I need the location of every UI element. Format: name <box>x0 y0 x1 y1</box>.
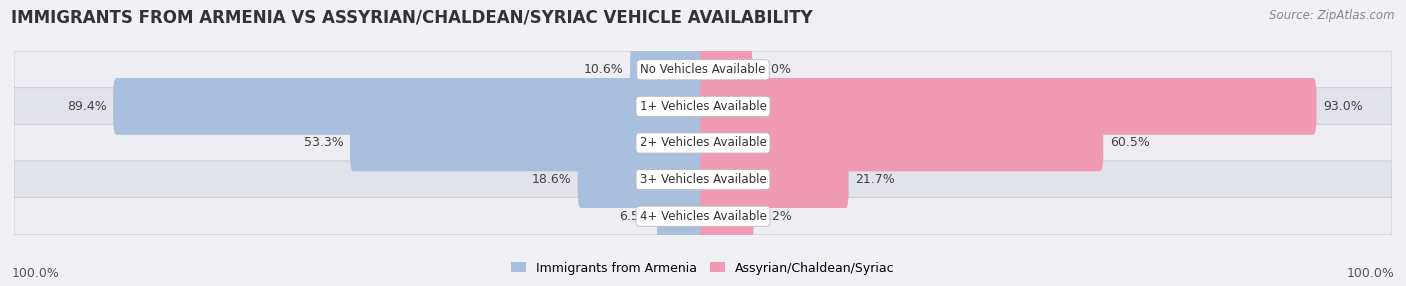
Text: Source: ZipAtlas.com: Source: ZipAtlas.com <box>1270 9 1395 21</box>
Text: 1+ Vehicles Available: 1+ Vehicles Available <box>640 100 766 113</box>
Text: 3+ Vehicles Available: 3+ Vehicles Available <box>640 173 766 186</box>
Text: No Vehicles Available: No Vehicles Available <box>640 63 766 76</box>
FancyBboxPatch shape <box>657 188 706 245</box>
Text: 7.0%: 7.0% <box>759 63 790 76</box>
Text: 89.4%: 89.4% <box>67 100 107 113</box>
Text: 60.5%: 60.5% <box>1109 136 1150 150</box>
FancyBboxPatch shape <box>14 51 1392 88</box>
Text: 18.6%: 18.6% <box>531 173 571 186</box>
Text: 53.3%: 53.3% <box>304 136 343 150</box>
FancyBboxPatch shape <box>14 124 1392 162</box>
FancyBboxPatch shape <box>630 41 706 98</box>
Text: IMMIGRANTS FROM ARMENIA VS ASSYRIAN/CHALDEAN/SYRIAC VEHICLE AVAILABILITY: IMMIGRANTS FROM ARMENIA VS ASSYRIAN/CHAL… <box>11 9 813 27</box>
Text: 21.7%: 21.7% <box>855 173 896 186</box>
Text: 7.2%: 7.2% <box>761 210 792 223</box>
Text: 100.0%: 100.0% <box>1347 267 1395 280</box>
FancyBboxPatch shape <box>700 115 1104 171</box>
FancyBboxPatch shape <box>700 41 752 98</box>
FancyBboxPatch shape <box>112 78 706 135</box>
Text: 4+ Vehicles Available: 4+ Vehicles Available <box>640 210 766 223</box>
Text: 100.0%: 100.0% <box>11 267 59 280</box>
Text: 2+ Vehicles Available: 2+ Vehicles Available <box>640 136 766 150</box>
Text: 10.6%: 10.6% <box>583 63 624 76</box>
Text: 6.5%: 6.5% <box>619 210 651 223</box>
FancyBboxPatch shape <box>578 151 706 208</box>
Text: 93.0%: 93.0% <box>1323 100 1362 113</box>
FancyBboxPatch shape <box>350 115 706 171</box>
FancyBboxPatch shape <box>700 151 849 208</box>
FancyBboxPatch shape <box>700 188 754 245</box>
Legend: Immigrants from Armenia, Assyrian/Chaldean/Syriac: Immigrants from Armenia, Assyrian/Chalde… <box>506 257 900 279</box>
FancyBboxPatch shape <box>14 198 1392 235</box>
FancyBboxPatch shape <box>700 78 1316 135</box>
FancyBboxPatch shape <box>14 88 1392 125</box>
FancyBboxPatch shape <box>14 161 1392 198</box>
